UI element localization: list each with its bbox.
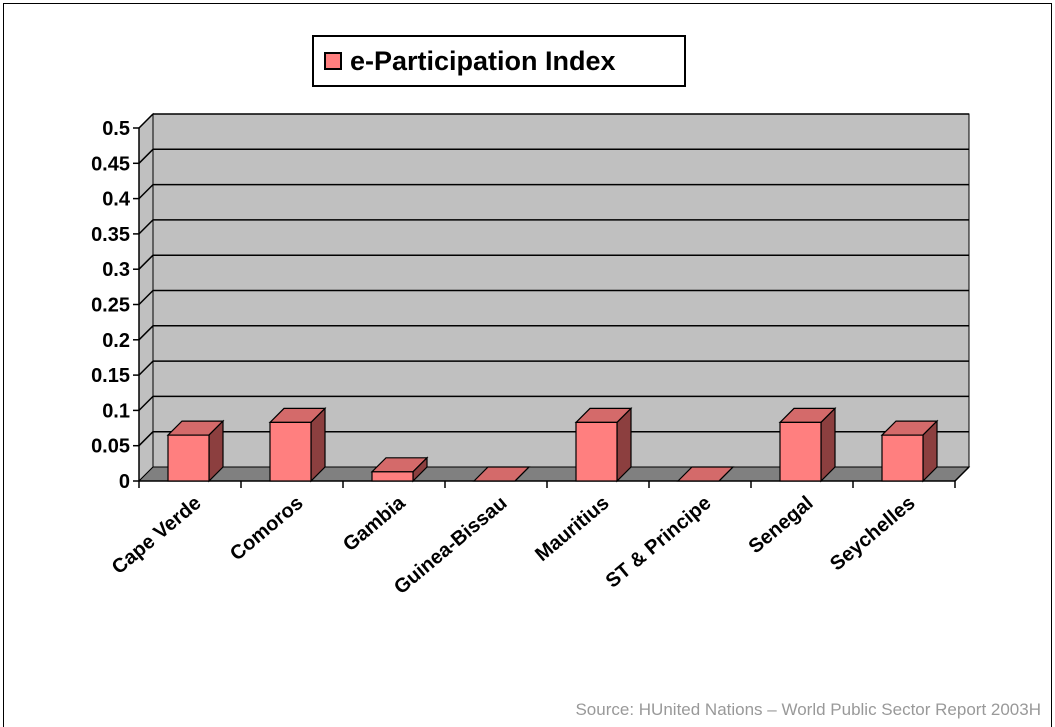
y-tick-label: 0.05 [91, 436, 130, 458]
legend-swatch [324, 52, 342, 70]
gridline-side [138, 254, 154, 270]
plot-floor [137, 466, 971, 482]
x-axis-end [954, 466, 970, 482]
x-tick-label: Senegal [745, 492, 818, 558]
y-tick-label: 0.1 [102, 400, 130, 422]
x-tick-label: Seychelles [826, 492, 919, 575]
gridline-side [138, 431, 154, 447]
bar [779, 421, 822, 482]
x-tick-label: Gambia [339, 491, 410, 556]
bar [371, 471, 414, 482]
bar-side [718, 466, 734, 482]
source-note: Source: HUnited Nations – World Public S… [575, 700, 1041, 719]
y-tick-label: 0.4 [102, 189, 131, 211]
gridline-side [138, 325, 154, 341]
y-tick-label: 0.2 [102, 330, 130, 352]
bar [881, 434, 924, 482]
bar-side [514, 466, 530, 482]
y-tick-label: 0.25 [91, 295, 130, 317]
y-tick-label: 0.45 [91, 153, 130, 175]
x-tick-label: Comoros [226, 492, 307, 565]
legend: e-Participation Index [312, 35, 686, 87]
bar [269, 421, 312, 482]
gridline-side [138, 184, 154, 200]
gridline-side [138, 113, 154, 129]
legend-label: e-Participation Index [350, 45, 616, 76]
y-tick-label: 0.15 [91, 365, 130, 387]
y-tick-label: 0.3 [102, 259, 130, 281]
x-tick-label: Mauritius [531, 492, 613, 566]
gridline-side [138, 360, 154, 376]
x-tick-label: ST & Principe [602, 492, 716, 592]
y-tick-label: 0.5 [102, 118, 130, 140]
bar [575, 421, 618, 482]
gridline-side [138, 219, 154, 235]
chart-frame [3, 3, 1052, 727]
bar [167, 434, 210, 482]
gridline-side [138, 289, 154, 306]
gridline-side [138, 395, 154, 411]
x-tick-label: Cape Verde [108, 492, 206, 579]
gridline-side [138, 148, 154, 164]
y-tick-label: 0 [119, 471, 130, 493]
y-tick-label: 0.35 [91, 224, 130, 246]
